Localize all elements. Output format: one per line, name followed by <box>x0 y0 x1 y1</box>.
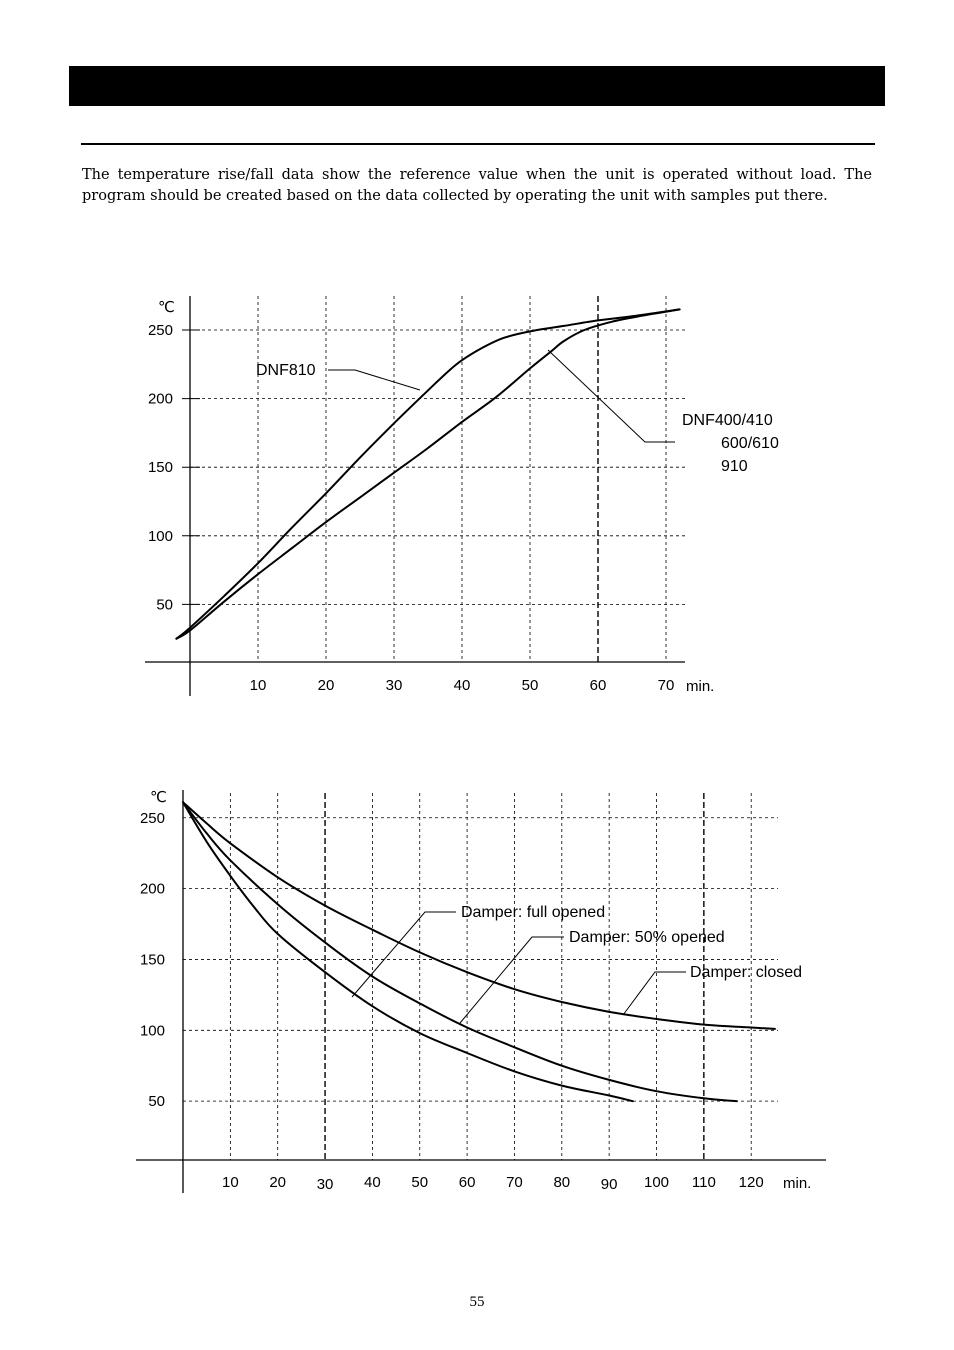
tick-label-x-10: 10 <box>250 677 267 694</box>
x-unit-label: min. <box>783 1175 811 1192</box>
temperature-rise-chart: ℃ min. 50 100 150 200 250 10 20 30 40 50 60 70 DNF8… <box>145 296 779 696</box>
series-label-600-610: 600/610 <box>721 435 779 452</box>
tick-label-y-150: 150 <box>140 951 165 968</box>
tick-label-y-100: 100 <box>140 1022 165 1039</box>
tick-label-y-150: 150 <box>148 459 173 476</box>
tick-label-y-50: 50 <box>156 596 173 613</box>
tick-label-x-30: 30 <box>386 677 403 694</box>
tick-label-y-50: 50 <box>148 1093 165 1110</box>
tick-label-x-100: 100 <box>644 1174 669 1191</box>
tick-label-x-60: 60 <box>590 677 607 694</box>
tick-label-y-100: 100 <box>148 528 173 545</box>
series-line-0 <box>182 801 634 1103</box>
series-label-50-opened: Damper: 50% opened <box>569 929 725 946</box>
y-unit-label: ℃ <box>158 299 175 316</box>
series-line-1 <box>175 308 681 640</box>
tick-label-x-80: 80 <box>553 1174 570 1191</box>
heading-rule <box>81 143 875 145</box>
series-label-dnf400-410: DNF400/410 <box>682 412 773 429</box>
tick-label-x-10: 10 <box>222 1174 239 1191</box>
tick-label-x-70: 70 <box>506 1174 523 1191</box>
tick-label-x-40: 40 <box>454 677 471 694</box>
series-label-full-opened: Damper: full opened <box>461 904 605 921</box>
series-line-1 <box>182 801 738 1103</box>
leader-line-50-opened <box>459 936 564 1024</box>
tick-label-x-110: 110 <box>692 1174 716 1191</box>
tick-label-x-50: 50 <box>411 1174 428 1191</box>
series-label-dnf810: DNF810 <box>256 362 316 379</box>
series-label-closed: Damper: closed <box>690 964 802 981</box>
section-header-bar <box>69 66 885 106</box>
tick-label-y-250: 250 <box>148 322 173 339</box>
tick-label-x-60: 60 <box>459 1174 476 1191</box>
tick-label-x-30: 30 <box>317 1176 334 1193</box>
temperature-fall-chart: ℃ min. 50 100 150 200 250 10 20 30 40 50 60 70 80 90 1… <box>136 789 826 1193</box>
tick-label-x-40: 40 <box>364 1174 381 1191</box>
tick-label-x-20: 20 <box>318 677 335 694</box>
leader-line-dnf400 <box>547 349 675 443</box>
series-line-2 <box>182 801 776 1030</box>
x-unit-label: min. <box>686 678 714 695</box>
page-number: 55 <box>469 1294 485 1310</box>
tick-label-x-90: 90 <box>601 1176 618 1193</box>
y-unit-label: ℃ <box>150 789 167 806</box>
tick-label-y-200: 200 <box>140 881 165 898</box>
tick-label-x-50: 50 <box>522 677 539 694</box>
series-line-0 <box>175 308 681 640</box>
tick-label-x-20: 20 <box>269 1174 286 1191</box>
series-label-910: 910 <box>721 458 748 475</box>
tick-label-x-70: 70 <box>658 677 675 694</box>
tick-label-y-200: 200 <box>148 391 173 408</box>
leader-line-dnf810 <box>328 369 421 391</box>
leader-line-closed <box>622 971 686 1016</box>
intro-paragraph: The temperature rise/fall data show the … <box>82 167 872 204</box>
tick-label-x-120: 120 <box>739 1174 764 1191</box>
leader-line-full-opened <box>351 911 456 998</box>
tick-label-y-250: 250 <box>140 810 165 827</box>
